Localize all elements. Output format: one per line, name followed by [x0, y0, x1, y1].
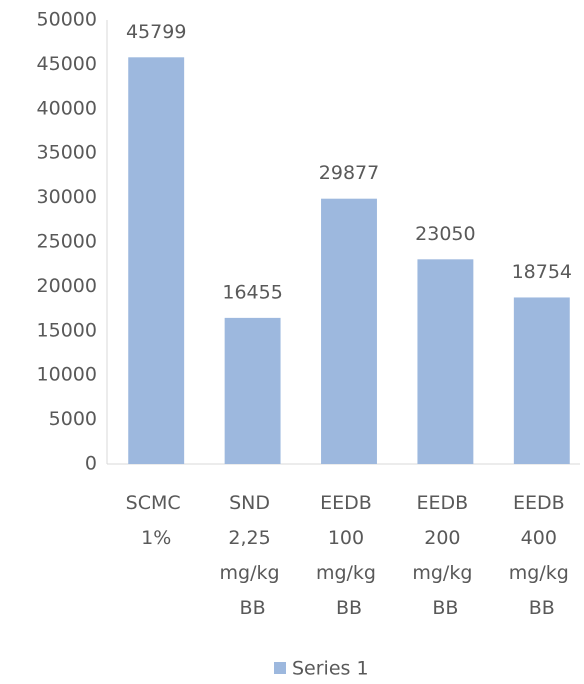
y-tick-label: 30000	[37, 186, 97, 208]
y-tick-label: 50000	[37, 9, 97, 31]
y-tick-label: 0	[85, 453, 97, 475]
data-label: 18754	[512, 261, 572, 283]
x-tick-label: SND 2,25 mg/kg BB	[220, 492, 286, 619]
data-label: 45799	[126, 21, 186, 43]
y-tick-label: 10000	[37, 364, 97, 386]
bar	[224, 317, 281, 464]
y-tick-label: 5000	[49, 408, 97, 430]
y-tick-label: 35000	[37, 142, 97, 164]
bar	[128, 57, 185, 465]
legend-label: Series 1	[292, 658, 369, 680]
x-tick-label: EEDB 200 mg/kg BB	[412, 492, 478, 619]
y-tick-label: 40000	[37, 97, 97, 119]
bar	[513, 297, 570, 464]
x-tick-label: SCMC 1%	[126, 492, 187, 549]
data-label: 23050	[415, 223, 475, 245]
x-tick-label: EEDB 400 mg/kg BB	[509, 492, 575, 619]
bar	[321, 198, 377, 464]
bar	[417, 259, 474, 464]
y-tick-label: 25000	[37, 231, 97, 253]
y-tick-label: 45000	[37, 53, 97, 75]
data-label: 16455	[222, 281, 282, 303]
y-tick-label: 20000	[37, 275, 97, 297]
x-tick-label: EEDB 100 mg/kg BB	[316, 492, 382, 619]
data-label: 29877	[319, 162, 379, 184]
legend-swatch	[274, 662, 286, 674]
y-tick-label: 15000	[37, 319, 97, 341]
